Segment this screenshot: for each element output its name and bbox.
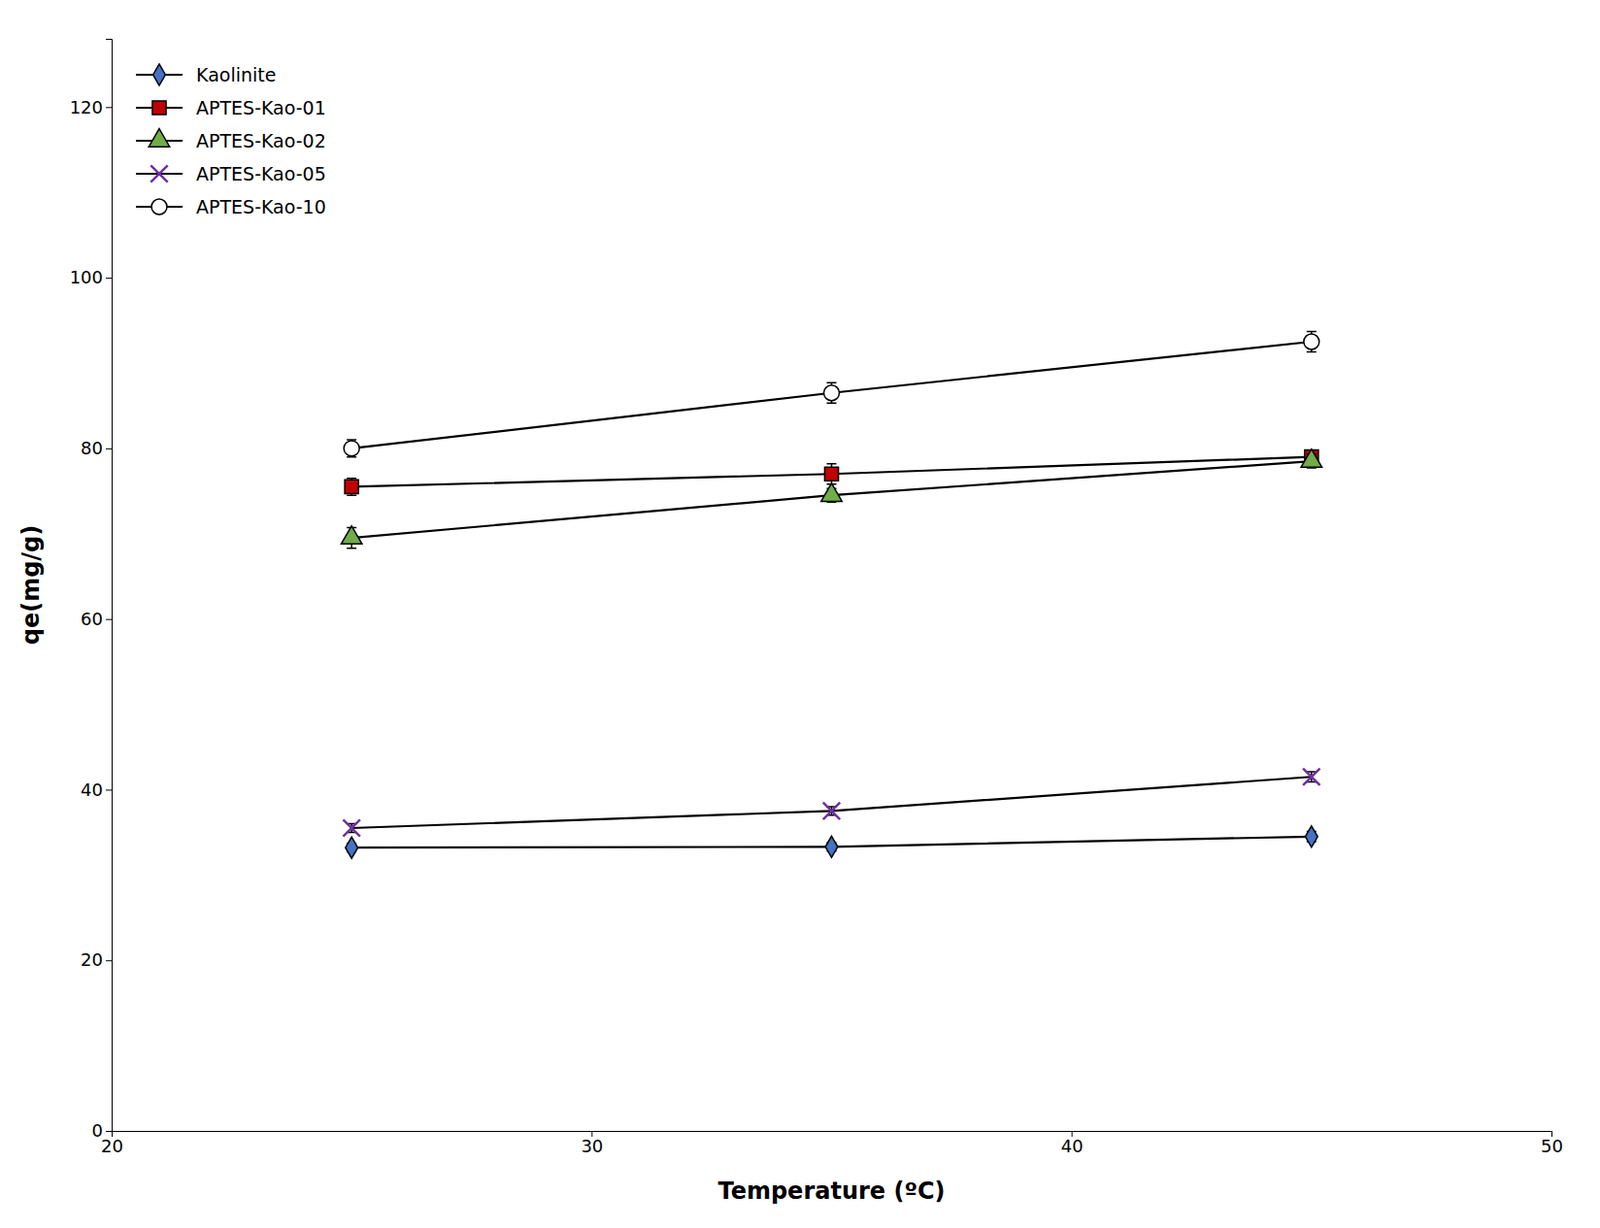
data-point [824, 466, 838, 481]
data-point [342, 819, 360, 836]
tick: 100 [69, 266, 112, 288]
tick: 60 [80, 608, 112, 630]
x-axis-title: Temperature (ºC) [717, 1177, 945, 1205]
tick-mark [105, 619, 112, 621]
series [340, 449, 1322, 549]
tick-mark [105, 277, 112, 279]
legend-label: APTES-Kao-01 [196, 97, 327, 119]
legend-marker [148, 129, 169, 148]
data-point [340, 526, 362, 545]
data-point [1303, 333, 1320, 350]
tick: 40 [80, 779, 112, 800]
legend-marker [152, 100, 167, 115]
tick-label: 100 [69, 266, 103, 288]
tick: 0 [92, 1120, 112, 1141]
data-point [343, 440, 360, 457]
legend-label: APTES-Kao-05 [196, 163, 327, 185]
tick: 50 [1540, 1131, 1564, 1157]
tick-label: 80 [80, 437, 103, 459]
tick-label: 30 [580, 1135, 603, 1157]
tick: 40 [1061, 1131, 1084, 1157]
tick-label: 20 [80, 949, 103, 970]
legend-item: APTES-Kao-01 [135, 97, 327, 119]
legend-item: Kaolinite [135, 64, 276, 86]
tick-mark [105, 960, 112, 962]
tick-mark [105, 106, 112, 108]
data-point [824, 385, 840, 401]
tick-mark [105, 789, 112, 791]
data-point [823, 802, 840, 820]
data-point [825, 835, 838, 858]
plot-area [340, 331, 1322, 859]
series [343, 331, 1320, 457]
axis-line [105, 39, 113, 1133]
tick-label: 40 [80, 779, 103, 800]
tick-label: 50 [1540, 1135, 1564, 1157]
tick-label: 60 [80, 608, 103, 630]
tick-mark [105, 1131, 112, 1133]
data-point [1304, 826, 1318, 848]
legend-marker [151, 199, 167, 215]
legend: Kaolinite APTES-Kao-01 APTES-Kao-02 APTES-K… [135, 64, 327, 218]
legend-item: APTES-Kao-10 [135, 196, 327, 218]
series-line [351, 776, 1312, 829]
data-point [344, 479, 359, 494]
tick: 20 [100, 1131, 124, 1157]
series-line [351, 341, 1312, 449]
data-point [821, 483, 842, 502]
data-point [1302, 768, 1320, 786]
series [342, 768, 1320, 837]
y-axis-title: qe(mg/g) [17, 525, 45, 646]
axis-line [112, 1132, 1553, 1138]
chart: 20304050020406080100120Temperature (ºC)q… [0, 0, 1600, 1228]
tick-label: 120 [69, 97, 103, 118]
tick: 120 [69, 97, 112, 118]
legend-item: APTES-Kao-05 [135, 163, 327, 185]
series [345, 826, 1318, 859]
legend-item: APTES-Kao-02 [135, 129, 327, 152]
tick-label: 0 [92, 1120, 103, 1141]
data-point [1300, 449, 1322, 468]
legend-marker [153, 64, 167, 86]
tick-label: 40 [1061, 1135, 1084, 1157]
tick-label: 20 [100, 1135, 124, 1157]
x-axis: 20 30 40 50 [100, 1131, 1564, 1157]
legend-label: Kaolinite [196, 64, 276, 86]
legend-marker [150, 165, 167, 182]
tick: 20 [80, 949, 112, 970]
series-line [351, 461, 1312, 538]
tick-mark [105, 448, 112, 450]
legend-label: APTES-Kao-02 [196, 130, 327, 152]
tick: 80 [80, 437, 112, 459]
legend-label: APTES-Kao-10 [196, 196, 327, 218]
data-point [345, 836, 359, 859]
y-axis: 0 20 40 60 80 100 120 [69, 39, 113, 1142]
tick: 30 [580, 1131, 603, 1157]
